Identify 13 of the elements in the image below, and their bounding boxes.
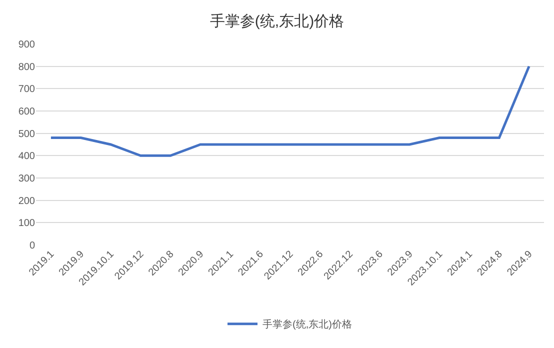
y-tick-label: 900 xyxy=(18,40,36,50)
chart-title: 手掌参(统,东北)价格 xyxy=(210,13,344,30)
y-tick-label: 600 xyxy=(18,106,36,118)
y-tick-label: 800 xyxy=(18,62,36,73)
y-tick-label: 700 xyxy=(18,84,36,96)
y-tick-label: 200 xyxy=(18,196,36,207)
legend-label: 手掌参(统,东北)价格 xyxy=(262,318,352,331)
y-tick-label: 400 xyxy=(18,151,36,162)
y-tick-label: 300 xyxy=(18,174,36,184)
y-tick-label: 100 xyxy=(18,218,36,230)
y-tick-label: 500 xyxy=(18,128,36,140)
line-series xyxy=(50,65,530,157)
y-tick-label: 0 xyxy=(29,240,36,252)
